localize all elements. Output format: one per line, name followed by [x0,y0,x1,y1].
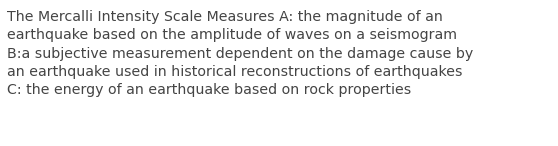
Text: The Mercalli Intensity Scale Measures A: the magnitude of an
earthquake based on: The Mercalli Intensity Scale Measures A:… [7,10,473,97]
